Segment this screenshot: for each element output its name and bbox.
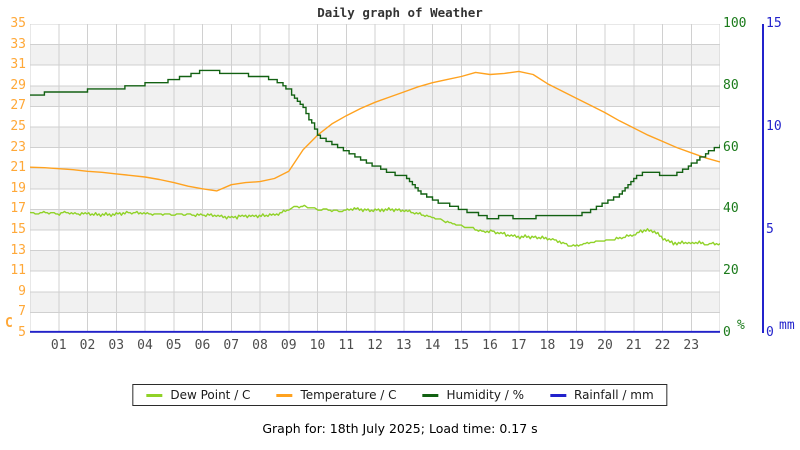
humidity-axis-tick-label: 100 [723, 16, 747, 31]
rainfall-line-swatch [550, 393, 566, 397]
temperature-axis-tick-label: 23 [10, 139, 26, 155]
x-axis-tick-label: 03 [108, 338, 125, 353]
x-axis-tick-label: 08 [252, 338, 268, 353]
temperature-axis-tick-label: 11 [10, 263, 26, 279]
temperature-axis-tick-label: 9 [18, 283, 26, 299]
x-axis-tick-label: 12 [367, 338, 383, 353]
temperature-axis-tick-label: 5 [18, 325, 26, 340]
legend-label-rainfall: Rainfall / mm [574, 388, 654, 402]
rainfall-axis-unit: mm [779, 318, 795, 333]
rainfall-axis-tick-label: 10 [766, 119, 782, 134]
legend-item-rainfall: Rainfall / mm [550, 388, 654, 402]
rainfall-axis-tick-label: 0 [766, 325, 774, 340]
humidity-axis-tick-label: 0 [723, 325, 731, 340]
x-axis-tick-label: 07 [223, 338, 240, 353]
series-humidity [30, 69, 721, 220]
legend-item-humidity: Humidity / % [422, 388, 524, 402]
temperature-axis-tick-label: 19 [10, 180, 26, 196]
x-axis-tick-label: 02 [79, 338, 96, 353]
humidity-line-swatch [422, 393, 439, 397]
temperature-axis-tick-label: 13 [10, 242, 26, 258]
temperature-axis-tick-label: 7 [18, 304, 26, 320]
temperature-axis-tick-label: 35 [10, 16, 26, 31]
temperature-axis-tick-label: 29 [10, 77, 26, 93]
x-axis-tick-label: 06 [194, 338, 211, 353]
x-axis-tick-label: 01 [50, 338, 67, 353]
legend-item-dew-point: Dew Point / C [146, 388, 250, 402]
legend-label-temperature: Temperature / C [300, 388, 397, 402]
series-dew-point-c [29, 204, 721, 247]
rainfall-axis-tick-label: 15 [766, 16, 782, 31]
rainfall-axis-tick-label: 5 [766, 222, 774, 237]
legend-label-dew-point: Dew Point / C [170, 388, 251, 402]
x-axis-tick-label: 16 [482, 338, 498, 353]
x-axis-tick-label: 09 [280, 338, 297, 353]
temperature-axis-unit: C [5, 316, 13, 331]
chart-canvas [29, 23, 721, 334]
x-axis-tick-label: 15 [453, 338, 470, 353]
humidity-axis-tick-label: 60 [723, 139, 739, 155]
temperature-axis-tick-label: 17 [10, 201, 26, 217]
legend: Dew Point / C Temperature / C Humidity /… [132, 384, 668, 406]
x-axis-tick-label: 04 [137, 338, 153, 353]
x-axis-tick-label: 20 [597, 338, 613, 353]
x-axis-tick-label: 19 [568, 338, 585, 353]
rainfall-axis-line [762, 24, 764, 333]
x-axis-tick-label: 13 [395, 338, 412, 353]
legend-item-temperature: Temperature / C [276, 388, 397, 402]
temperature-axis-tick-label: 31 [10, 57, 26, 73]
x-axis-tick-label: 23 [683, 338, 700, 353]
humidity-axis-tick-label: 80 [723, 77, 739, 93]
series-temperature-c [29, 70, 721, 192]
temperature-axis-tick-label: 27 [10, 98, 26, 114]
x-axis-tick-label: 22 [654, 338, 671, 353]
humidity-axis-tick-label: 40 [723, 201, 739, 217]
temperature-axis-tick-label: 25 [10, 119, 26, 134]
x-axis-tick-label: 11 [338, 338, 355, 353]
temperature-axis-tick-label: 33 [10, 36, 26, 52]
legend-label-humidity: Humidity / % [446, 388, 524, 402]
x-axis-tick-label: 17 [510, 338, 527, 353]
temperature-line-swatch [276, 393, 293, 397]
x-axis-tick-label: 10 [309, 338, 326, 353]
dew-point-line-swatch [146, 393, 163, 397]
chart-title: Daily graph of Weather [317, 5, 483, 20]
x-axis-tick-label: 21 [625, 338, 642, 353]
x-axis-tick-label: 14 [424, 338, 441, 353]
x-axis-tick-label: 18 [539, 338, 556, 353]
temperature-axis-tick-label: 21 [10, 160, 26, 176]
humidity-axis-unit: % [737, 318, 745, 333]
temperature-axis-tick-label: 15 [10, 222, 26, 237]
x-axis-tick-label: 05 [165, 338, 182, 353]
humidity-axis-tick-label: 20 [723, 263, 739, 279]
footer-caption: Graph for: 18th July 2025; Load time: 0.… [262, 421, 538, 436]
plot-area [29, 23, 721, 337]
